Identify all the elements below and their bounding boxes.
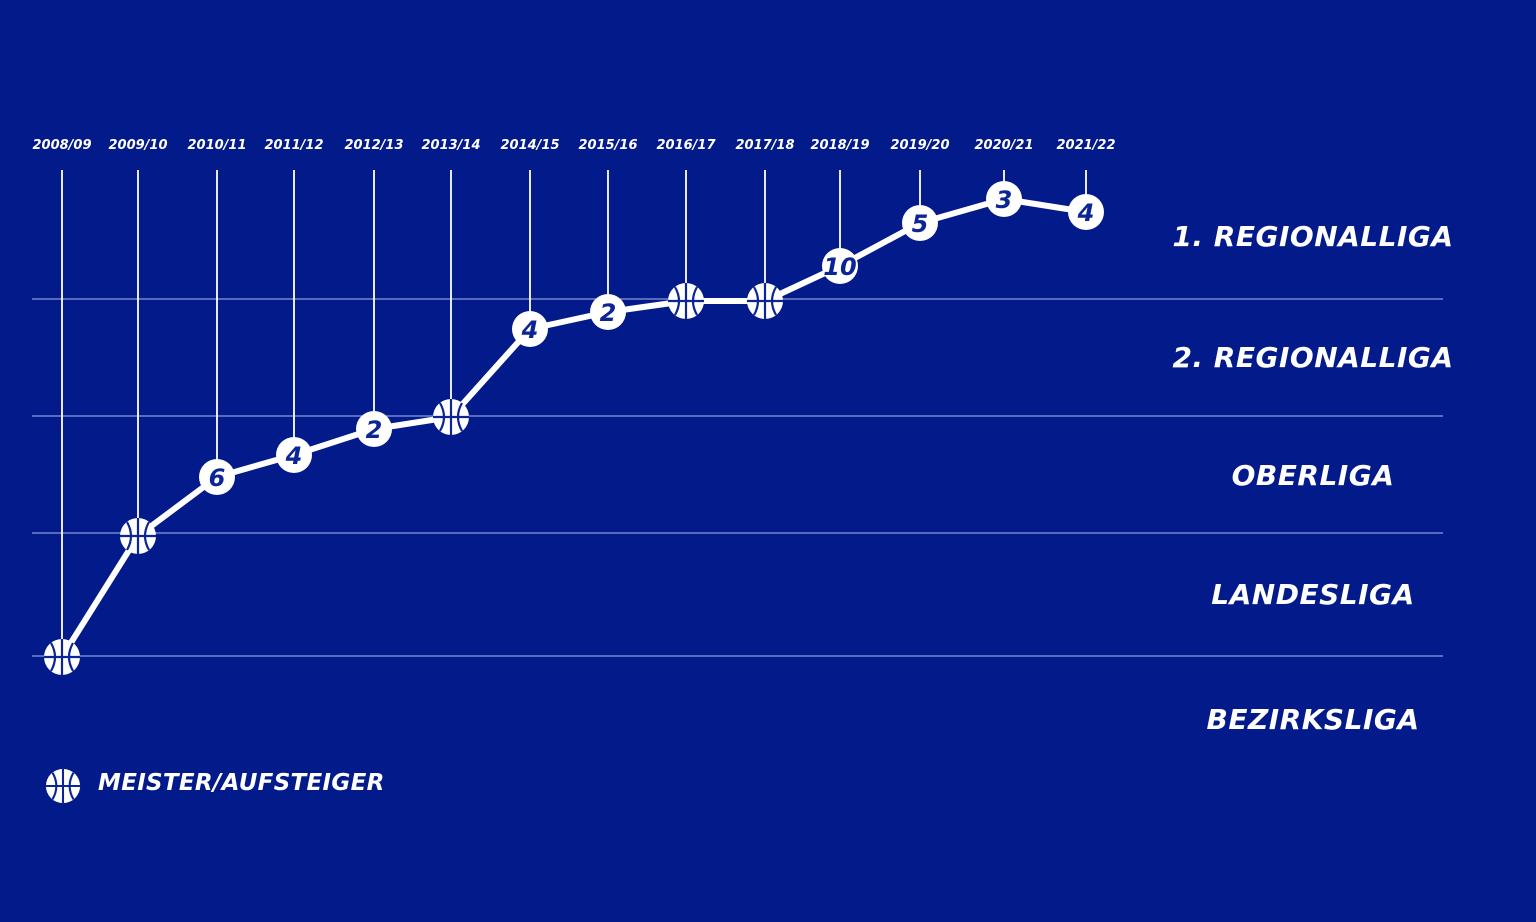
basketball-icon [120,518,156,554]
season-label: 2015/16 [578,138,637,153]
placement-marker: 5 [902,205,938,241]
champion-marker [44,639,80,675]
marker-circle [986,181,1022,217]
marker-circle [356,411,392,447]
league-label: OBERLIGA [1232,459,1395,492]
placement-label: 4 [1077,199,1095,227]
season-drop-lines [61,170,1087,657]
season-label: 2010/11 [187,138,246,153]
placement-marker: 4 [276,437,312,473]
placement-label: 4 [521,316,539,344]
league-label: LANDESLIGA [1211,578,1414,611]
marker-circle [902,205,938,241]
league-labels: 1. REGIONALLIGA 2. REGIONALLIGA OBERLIGA LA… [1172,220,1453,736]
champion-marker [747,283,783,319]
champion-marker [120,518,156,554]
placement-label: 5 [912,210,929,238]
basketball-icon [44,639,80,675]
season-label: 2017/18 [735,138,794,153]
marker-circle [199,459,235,495]
champion-marker [668,283,704,319]
basketball-icon [668,283,704,319]
placement-label: 3 [996,186,1013,214]
marker-circle [276,437,312,473]
marker-circle [512,311,548,347]
season-label: 2019/20 [890,138,949,153]
league-label: 1. REGIONALLIGA [1172,220,1453,253]
season-label: 2020/21 [974,138,1033,153]
placement-marker: 2 [590,294,626,330]
marker-circle [822,248,858,284]
placement-marker: 2 [356,411,392,447]
champion-marker [433,399,469,435]
basketball-icon [433,399,469,435]
season-label: 2011/12 [264,138,323,153]
placement-label: 2 [366,416,383,444]
placement-label: 2 [600,299,617,327]
league-trend-line [59,196,1089,660]
marker-circle [590,294,626,330]
placement-label: 6 [209,464,226,492]
season-label: 2014/15 [500,138,559,153]
placement-marker: 4 [1068,194,1104,230]
season-markers: 6 4 2 4 2 10 5 3 4 [44,181,1104,675]
basketball-icon [747,283,783,319]
legend-label: MEISTER/AUFSTEIGER [98,770,385,796]
season-label: 2013/14 [421,138,480,153]
season-label: 2008/09 [32,138,91,153]
league-label: BEZIRKSLIGA [1206,703,1419,736]
placement-label: 4 [285,442,303,470]
season-labels: 2008/09 2009/10 2010/11 2011/12 2012/13 2013/… [32,138,1115,153]
league-label: 2. REGIONALLIGA [1172,341,1453,374]
placement-marker: 10 [822,248,858,284]
season-label: 2021/22 [1056,138,1115,153]
season-label: 2016/17 [656,138,716,153]
basketball-icon [45,768,81,804]
season-label: 2018/19 [810,138,869,153]
placement-marker: 6 [199,459,235,495]
season-label: 2009/10 [108,138,167,153]
placement-marker: 4 [512,311,548,347]
season-label: 2012/13 [344,138,403,153]
placement-label: 10 [823,253,856,281]
marker-circle [1068,194,1104,230]
placement-marker: 3 [986,181,1022,217]
